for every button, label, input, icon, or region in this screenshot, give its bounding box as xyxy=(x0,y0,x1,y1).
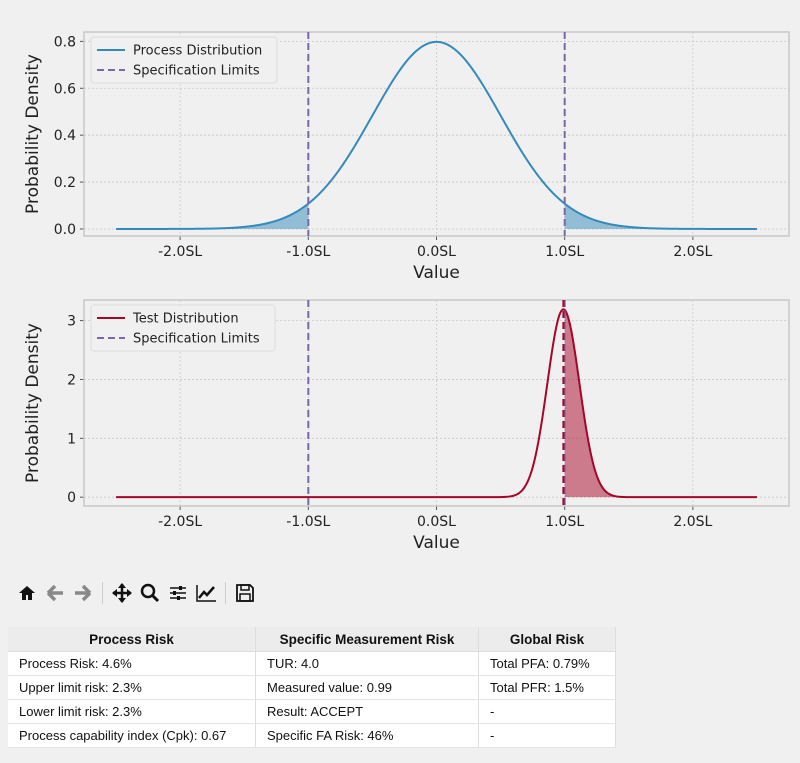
plot-frame xyxy=(83,299,790,507)
plot-frame xyxy=(83,31,790,237)
y-axis-label: Probability Density xyxy=(23,54,43,214)
x-tick-label: 1.0SL xyxy=(545,244,584,260)
x-tick-label: 0.0SL xyxy=(417,514,456,530)
edit-axis-icon xyxy=(196,585,216,602)
forward-button[interactable] xyxy=(72,582,94,604)
toolbar-separator xyxy=(225,582,226,604)
y-tick-label: 3 xyxy=(67,314,76,330)
table-cell: Process capability index (Cpk): 0.67 xyxy=(8,723,256,748)
table-header-row: Process Risk Specific Measurement Risk G… xyxy=(8,627,616,652)
shaded-risk-area xyxy=(116,203,309,229)
zoom-icon xyxy=(140,583,160,603)
table-cell: Specific FA Risk: 46% xyxy=(255,723,479,748)
x-tick-label: -2.0SL xyxy=(158,244,202,260)
table-cell: TUR: 4.0 xyxy=(255,651,479,676)
x-axis-label: Value xyxy=(413,533,460,553)
table-cell: Result: ACCEPT xyxy=(255,699,479,724)
y-tick-label: 0.0 xyxy=(54,222,76,238)
y-tick-label: 0 xyxy=(67,490,76,506)
table-cell: Total PFA: 0.79% xyxy=(478,651,616,676)
distribution-curve xyxy=(116,40,757,230)
y-tick-label: 0.4 xyxy=(54,128,76,144)
legend-box xyxy=(90,36,278,84)
forward-arrow-icon xyxy=(75,584,92,602)
distribution-curve xyxy=(116,308,757,499)
home-button[interactable] xyxy=(16,582,38,604)
x-tick-label: 1.0SL xyxy=(545,514,584,530)
chart-2: -2.0SL -1.0SL 0.0SL 1.0SL 2.0SL 0 1 2 3 Value Prob… xyxy=(23,299,790,553)
zoom-button[interactable] xyxy=(139,582,161,604)
x-tick-label: -1.0SL xyxy=(286,244,330,260)
x-tick-label: 2.0SL xyxy=(673,514,712,530)
risk-table: Process Risk Specific Measurement Risk G… xyxy=(8,627,616,748)
x-axis-label: Value xyxy=(413,263,460,283)
column-header: Specific Measurement Risk xyxy=(255,627,479,652)
x-tick-label: -2.0SL xyxy=(158,514,202,530)
table-cell: - xyxy=(478,723,616,748)
configure-subplots-icon xyxy=(170,586,186,600)
y-tick-label: 0.6 xyxy=(54,81,76,97)
y-tick-label: 0.8 xyxy=(54,34,76,50)
table-cell: Upper limit risk: 2.3% xyxy=(8,675,256,700)
toolbar-separator xyxy=(102,582,103,604)
y-tick-label: 2 xyxy=(67,372,76,388)
shaded-risk-area xyxy=(564,203,757,229)
table-cell: Total PFR: 1.5% xyxy=(478,675,616,700)
legend-box xyxy=(90,304,276,352)
configure-subplots-button[interactable] xyxy=(167,582,189,604)
legend-label: Specification Limits xyxy=(133,64,260,79)
table-row: Lower limit risk: 2.3% Result: ACCEPT - xyxy=(8,699,616,724)
table-row: Upper limit risk: 2.3% Measured value: 0.… xyxy=(8,675,616,700)
y-tick-label: 1 xyxy=(67,431,76,447)
back-button[interactable] xyxy=(44,582,66,604)
x-tick-label: 2.0SL xyxy=(673,244,712,260)
pan-button[interactable] xyxy=(111,582,133,604)
edit-axis-button[interactable] xyxy=(195,582,217,604)
column-header: Global Risk xyxy=(478,627,616,652)
y-tick-label: 0.2 xyxy=(54,175,76,191)
y-axis-label: Probability Density xyxy=(23,323,43,483)
shaded-risk-area xyxy=(564,309,757,498)
x-tick-label: 0.0SL xyxy=(417,244,456,260)
pan-icon xyxy=(112,583,132,603)
legend: Test Distribution Specification Limits xyxy=(90,304,276,352)
legend-label: Process Distribution xyxy=(133,44,262,59)
table-row: Process capability index (Cpk): 0.67 Spec… xyxy=(8,723,616,748)
table-cell: Lower limit risk: 2.3% xyxy=(8,699,256,724)
table-row: Process Risk: 4.6% TUR: 4.0 Total PFA: 0.7… xyxy=(8,651,616,676)
charts-canvas: -2.0SL -1.0SL 0.0SL 1.0SL 2.0SL 0.0 0.2 0.4 0.6 0… xyxy=(23,31,790,553)
save-button[interactable] xyxy=(234,582,256,604)
x-tick-label: -1.0SL xyxy=(286,514,330,530)
legend: Process Distribution Specification Limits xyxy=(90,36,278,84)
column-header: Process Risk xyxy=(8,627,256,652)
back-arrow-icon xyxy=(46,584,63,602)
legend-label: Test Distribution xyxy=(132,312,239,327)
navigation-toolbar xyxy=(16,580,256,606)
legend-label: Specification Limits xyxy=(133,332,260,347)
home-icon xyxy=(19,586,35,600)
table-cell: - xyxy=(478,699,616,724)
table-cell: Measured value: 0.99 xyxy=(255,675,479,700)
chart-1: -2.0SL -1.0SL 0.0SL 1.0SL 2.0SL 0.0 0.2 0.4 0.6 0… xyxy=(23,31,790,283)
save-icon xyxy=(236,584,254,602)
table-cell: Process Risk: 4.6% xyxy=(8,651,256,676)
